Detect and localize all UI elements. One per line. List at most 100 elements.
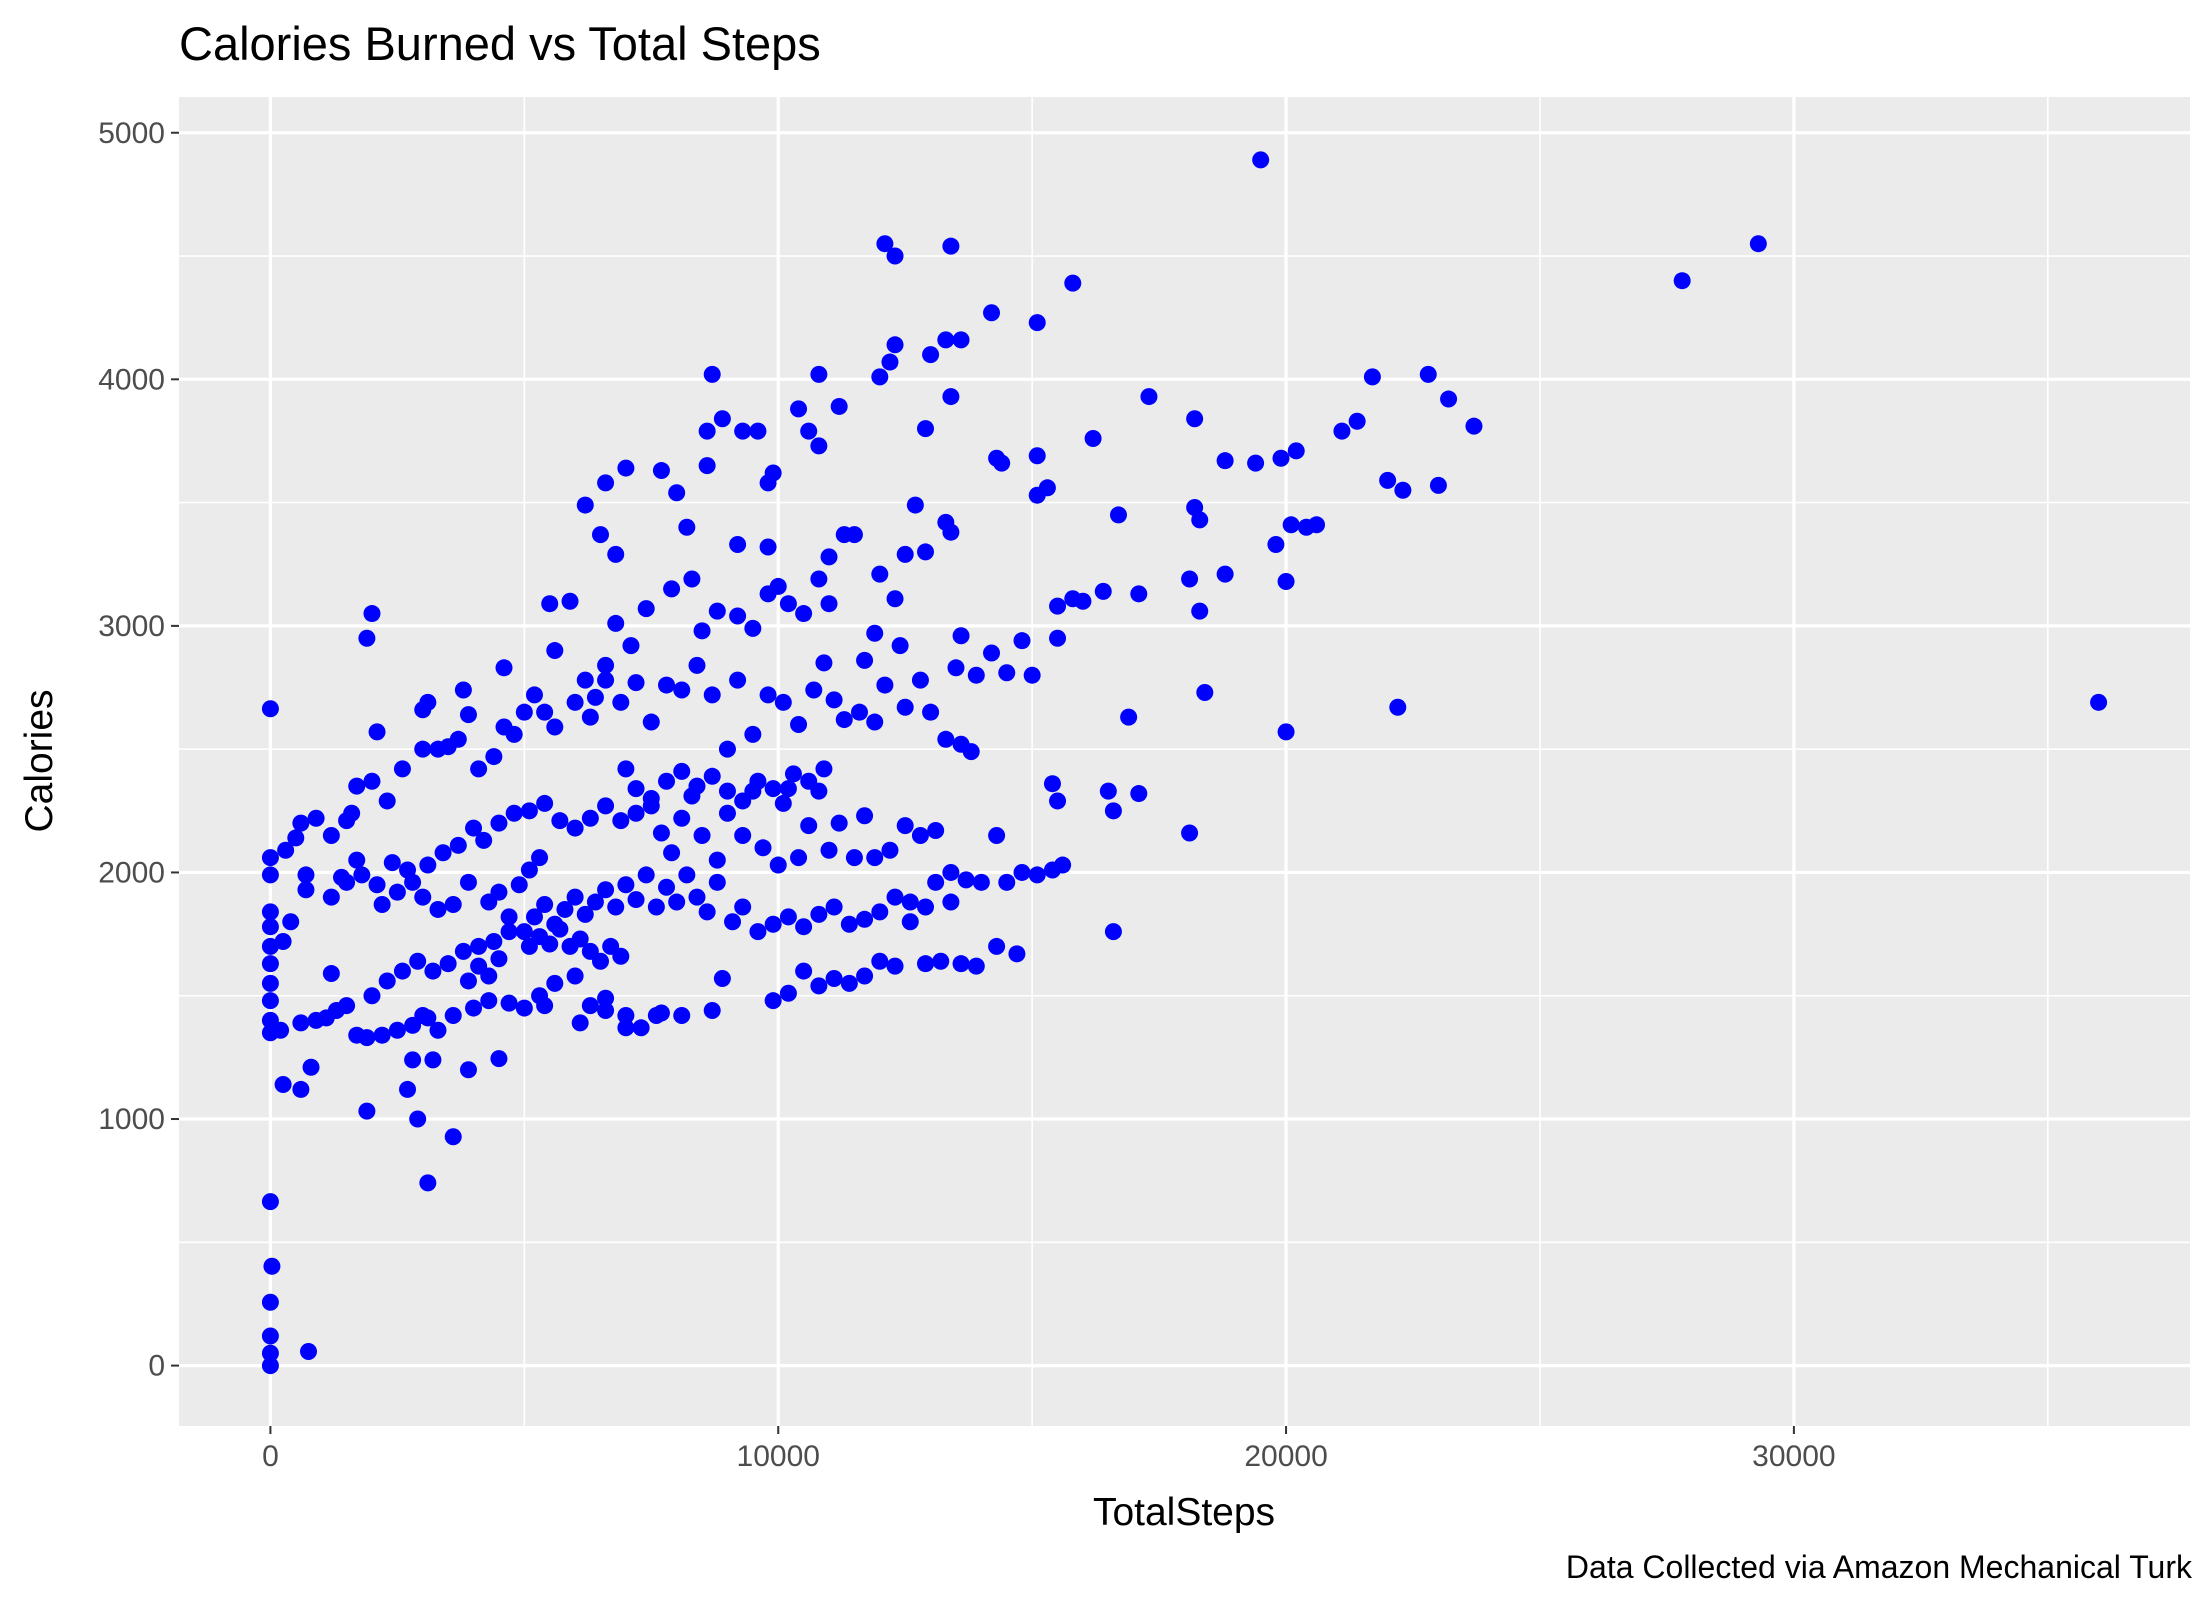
y-tick-label: 2000 <box>98 856 165 889</box>
data-point <box>429 1021 447 1039</box>
data-point <box>1465 417 1483 435</box>
data-point <box>917 955 935 973</box>
data-point <box>810 977 828 995</box>
data-point <box>353 866 371 884</box>
data-point <box>536 794 554 812</box>
data-point <box>358 1102 376 1120</box>
data-point <box>612 812 630 830</box>
data-point <box>490 814 508 832</box>
data-point <box>261 974 279 992</box>
data-point <box>459 1061 477 1079</box>
data-point <box>988 937 1006 955</box>
data-point <box>627 780 645 798</box>
data-point <box>703 686 721 704</box>
data-point <box>299 1343 317 1361</box>
x-tick-label: 10000 <box>737 1440 820 1473</box>
data-point <box>795 918 813 936</box>
data-point <box>449 836 467 854</box>
data-point <box>749 422 767 440</box>
data-point <box>581 997 599 1015</box>
data-point <box>541 595 559 613</box>
data-point <box>607 898 625 916</box>
data-point <box>597 1002 615 1020</box>
data-point <box>404 1051 422 1069</box>
data-point <box>500 923 518 941</box>
data-point <box>871 952 889 970</box>
data-point <box>952 955 970 973</box>
data-point <box>718 740 736 758</box>
data-point <box>805 681 823 699</box>
data-point <box>1120 708 1138 726</box>
data-point <box>378 972 396 990</box>
x-axis-title: TotalSteps <box>1093 1491 1275 1534</box>
data-point <box>409 952 427 970</box>
data-point <box>937 331 955 349</box>
data-point <box>937 730 955 748</box>
data-point <box>292 1080 310 1098</box>
data-point <box>1028 447 1046 465</box>
data-point <box>459 706 477 724</box>
y-tick-label: 1000 <box>98 1103 165 1136</box>
data-point <box>744 725 762 743</box>
data-point <box>876 676 894 694</box>
data-point <box>668 484 686 502</box>
data-point <box>449 730 467 748</box>
data-point <box>261 1327 279 1345</box>
data-point <box>779 908 797 926</box>
data-point <box>612 947 630 965</box>
data-point <box>952 627 970 645</box>
data-point <box>729 607 747 625</box>
data-point <box>1013 632 1031 650</box>
data-point <box>795 962 813 980</box>
data-point <box>820 841 838 859</box>
data-point <box>546 974 564 992</box>
data-point <box>754 839 772 857</box>
data-point <box>1008 945 1026 963</box>
data-points <box>261 151 2108 1375</box>
data-point <box>322 888 340 906</box>
data-point <box>1099 782 1117 800</box>
data-point <box>917 898 935 916</box>
data-point <box>307 809 325 827</box>
data-point <box>1104 802 1122 820</box>
data-point <box>668 893 686 911</box>
data-point <box>886 957 904 975</box>
data-point <box>1252 151 1270 169</box>
data-point <box>678 866 696 884</box>
data-point <box>404 873 422 891</box>
data-point <box>749 923 767 941</box>
data-point <box>388 1021 406 1039</box>
data-point <box>556 900 574 918</box>
data-point <box>617 1006 635 1024</box>
data-point <box>1140 388 1158 406</box>
data-point <box>627 674 645 692</box>
data-point <box>1333 422 1351 440</box>
x-axis: 0 10000 20000 30000 <box>262 1426 1836 1473</box>
data-point <box>454 942 472 960</box>
data-point <box>1186 410 1204 428</box>
data-point <box>566 819 584 837</box>
data-point <box>261 849 279 867</box>
data-point <box>1064 274 1082 292</box>
data-point <box>820 595 838 613</box>
data-point <box>1389 698 1407 716</box>
data-point <box>998 873 1016 891</box>
data-point <box>917 420 935 438</box>
data-point <box>663 580 681 598</box>
data-point <box>1049 792 1067 810</box>
data-point <box>896 545 914 563</box>
data-point <box>810 570 828 588</box>
data-point <box>1379 471 1397 489</box>
data-point <box>465 819 483 837</box>
data-point <box>500 994 518 1012</box>
data-point <box>358 1029 376 1047</box>
data-point <box>774 794 792 812</box>
data-point <box>297 866 315 884</box>
data-point <box>1216 452 1234 470</box>
data-point <box>525 908 543 926</box>
data-point <box>922 703 940 721</box>
data-point <box>1216 565 1234 583</box>
data-point <box>1196 683 1214 701</box>
data-point <box>597 671 615 689</box>
data-point <box>459 972 477 990</box>
